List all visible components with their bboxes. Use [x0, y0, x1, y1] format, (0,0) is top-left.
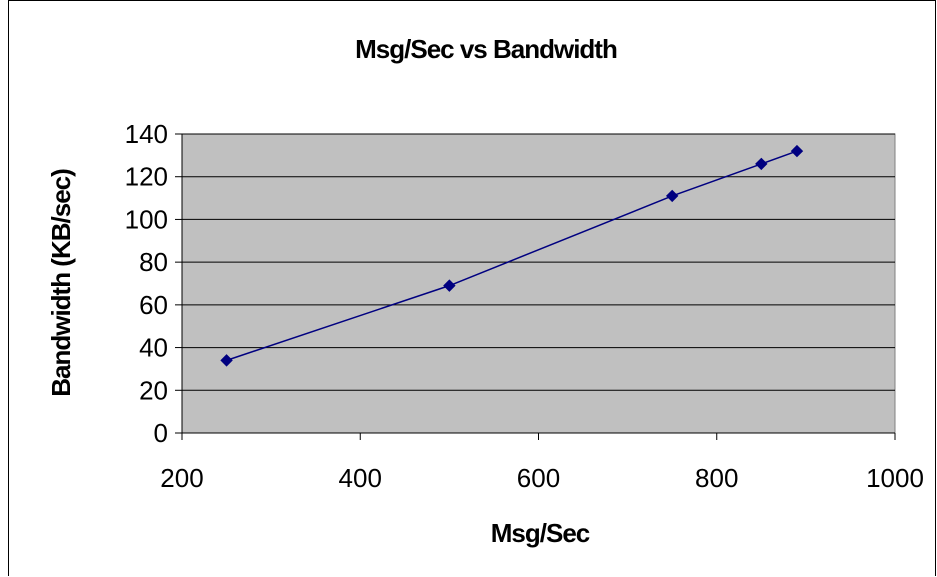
- y-axis-label: Bandwidth (KB/sec): [46, 169, 76, 397]
- data-point: [790, 144, 804, 158]
- y-tick-label: 140: [125, 119, 168, 149]
- y-tick-label: 20: [139, 375, 168, 405]
- x-tick-label: 400: [339, 463, 382, 493]
- grid-lines: [182, 133, 895, 391]
- data-point: [443, 279, 456, 292]
- data-series: [220, 144, 804, 367]
- y-tick-label: 40: [139, 333, 168, 363]
- y-tick-label: 60: [139, 290, 168, 320]
- y-tick-label: 0: [154, 418, 168, 448]
- chart-frame: [8, 0, 936, 576]
- data-point: [220, 354, 233, 367]
- x-tick-label: 200: [160, 463, 203, 493]
- chart-title: Msg/Sec vs Bandwidth: [355, 34, 617, 64]
- data-point: [755, 157, 768, 171]
- x-tick-label: 600: [517, 463, 560, 493]
- x-axis-label: Msg/Sec: [491, 518, 590, 548]
- plot-area: [181, 133, 896, 434]
- x-tick-label: 800: [695, 463, 738, 493]
- x-tick-label: 1000: [866, 463, 924, 493]
- y-tick-label: 80: [139, 247, 168, 277]
- x-tick-labels: 200 400 600 800 1000: [160, 463, 924, 493]
- axes: [175, 133, 896, 440]
- y-tick-label: 100: [125, 204, 168, 234]
- data-point: [665, 189, 679, 203]
- y-tick-labels: 0 20 40 60 80 100 120 140: [125, 119, 168, 448]
- y-tick-label: 120: [125, 162, 168, 192]
